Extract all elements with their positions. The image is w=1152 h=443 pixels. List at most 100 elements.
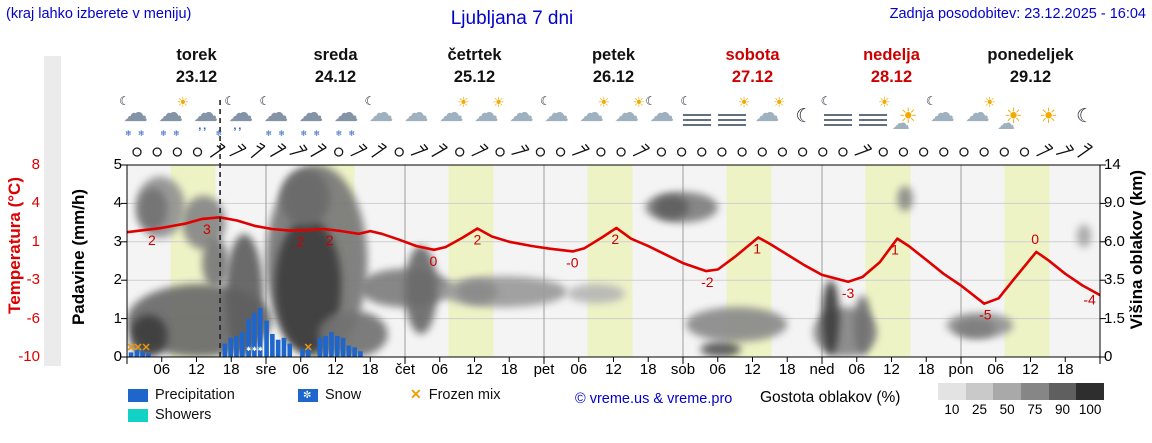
frozen-mix-marker-icon: ✕ xyxy=(142,342,151,354)
weather-icon-sun-cloud: ☀ ☁ xyxy=(436,94,470,138)
wind-barb-icon xyxy=(511,144,530,155)
density-value-label: 10 xyxy=(944,402,960,417)
cloud-region xyxy=(138,188,168,231)
weather-icon-sun: ☀ xyxy=(1032,96,1066,138)
wind-barb-icon xyxy=(632,143,650,157)
snow-bar xyxy=(270,333,275,357)
cloud-glyph: ☁ xyxy=(964,99,990,127)
density-value-label: 100 xyxy=(1078,402,1102,417)
wind-barb-icon xyxy=(1036,143,1054,157)
wind-calm-icon xyxy=(334,147,344,157)
wind-barb-icon xyxy=(471,143,489,157)
wind-calm-icon xyxy=(717,147,727,157)
copyright-link[interactable]: © vreme.us & vreme.pro xyxy=(575,391,733,407)
time-label: 12 xyxy=(327,361,344,378)
day-header-sreda: sreda 24.12 xyxy=(266,44,405,88)
axis-tick-label: 2 xyxy=(113,271,122,289)
cloud-glyph: ☁ xyxy=(333,99,359,127)
sun-glyph: ☀ xyxy=(983,94,996,110)
weather-icon-moon-snow: ☾ ☁ ❄ ❄ xyxy=(259,94,294,138)
flakes-glyph: ❄ ❄ xyxy=(300,129,323,138)
wind-calm-icon xyxy=(777,147,788,157)
wind-calm-icon xyxy=(878,147,888,157)
day-name: ponedeljek xyxy=(987,46,1074,64)
cloud-glyph: ☁ xyxy=(649,99,675,127)
temperature-value-label: -3 xyxy=(842,285,855,301)
weather-icon-cloud: ☁ xyxy=(401,96,435,138)
snow-star-icon: ✱ xyxy=(252,346,257,353)
cloud-region xyxy=(274,218,342,354)
time-label: 18 xyxy=(500,361,518,378)
temperature-value-label: 1 xyxy=(753,241,761,257)
day-header-sobota: sobota 27.12 xyxy=(683,44,822,88)
snow-bar xyxy=(228,337,233,357)
time-label: pon xyxy=(948,361,974,378)
weather-icon-snow: ☁ ❄ ❄ xyxy=(330,96,364,138)
axis-tick-label: 4 xyxy=(31,194,40,212)
time-label: 18 xyxy=(1056,361,1074,378)
day-header-petek: petek 26.12 xyxy=(544,44,683,88)
wind-calm-icon xyxy=(535,147,546,157)
weather-icon-sun-cloud2: ☀ ☁ xyxy=(892,96,926,138)
cloud-glyph: ☁ xyxy=(438,99,464,127)
last-update-label: Zadnja posodobitev: 23.12.2025 - 16:04 xyxy=(889,6,1146,22)
weather-icon-moon: ☾ xyxy=(787,96,821,138)
drops-glyph: ’’ xyxy=(198,125,209,139)
snow-bar xyxy=(246,318,251,357)
snow-bar xyxy=(334,335,340,357)
cloud-region xyxy=(457,280,498,304)
density-swatch xyxy=(938,383,966,400)
fog-glyph xyxy=(823,114,852,127)
wind-barb-icon xyxy=(431,143,448,158)
snow-star-icon: ✱ xyxy=(246,346,251,353)
wind-calm-icon xyxy=(596,147,606,157)
cloud-region xyxy=(129,314,168,357)
time-label: 12 xyxy=(744,361,761,378)
day-name: petek xyxy=(591,46,636,64)
cloud-density-layer xyxy=(127,165,1092,357)
weather-icon-fog-sun: ☀ xyxy=(857,94,891,138)
day-name: sreda xyxy=(313,46,358,64)
wind-barb-icon xyxy=(289,144,308,155)
legend-snow-label: Snow xyxy=(325,387,362,403)
temperature-value-label: 3 xyxy=(203,221,211,237)
weather-icon-moon: ☾ xyxy=(1067,96,1101,138)
weather-icon-sun-cloud: ☀ ☁ xyxy=(471,94,505,138)
flakes-glyph: ❄ xyxy=(215,129,223,138)
wind-calm-icon xyxy=(737,147,747,157)
precipitation-swatch-icon xyxy=(128,388,148,402)
showers-swatch-icon xyxy=(128,408,148,422)
cloud-glyph: ☁ xyxy=(508,99,534,127)
axis-tick-label: 1 xyxy=(113,309,122,327)
wind-calm-icon xyxy=(676,147,687,157)
wind-barb-icon xyxy=(854,143,873,156)
weather-icon-rain-moon: ☾ ☁’’ xyxy=(224,94,259,139)
wind-barb-icon xyxy=(572,143,590,156)
snow-bar xyxy=(134,350,140,357)
time-label: 12 xyxy=(883,361,900,378)
wind-barb-icon xyxy=(1077,142,1093,158)
axis-tick-label: 9.0 xyxy=(1104,194,1125,212)
cloud-region xyxy=(1076,224,1092,248)
temperature-colorbar xyxy=(44,56,61,366)
cloud-glyph: ☁ xyxy=(997,113,1015,133)
day-name: sobota xyxy=(725,46,780,64)
temperature-value-label: 2 xyxy=(473,231,481,247)
moon-glyph: ☾ xyxy=(119,94,130,108)
moon-glyph: ☾ xyxy=(680,94,692,108)
time-label: 06 xyxy=(431,361,449,378)
snow-bar xyxy=(358,351,363,357)
day-name: torek xyxy=(176,46,217,64)
weather-icon-sun-cloud: ☀ ☁ xyxy=(751,94,785,138)
snow-bar xyxy=(287,343,293,357)
snow-bar xyxy=(257,307,263,357)
snow-bar xyxy=(317,337,323,357)
legend-snow: Snow xyxy=(298,387,361,403)
snow-bar xyxy=(281,337,287,357)
wind-calm-icon xyxy=(979,147,989,157)
wind-calm-icon xyxy=(939,147,949,157)
wind-calm-icon xyxy=(918,147,929,157)
flakes-glyph: ❄ ❄ xyxy=(160,129,182,138)
wind-calm-icon xyxy=(152,147,162,157)
